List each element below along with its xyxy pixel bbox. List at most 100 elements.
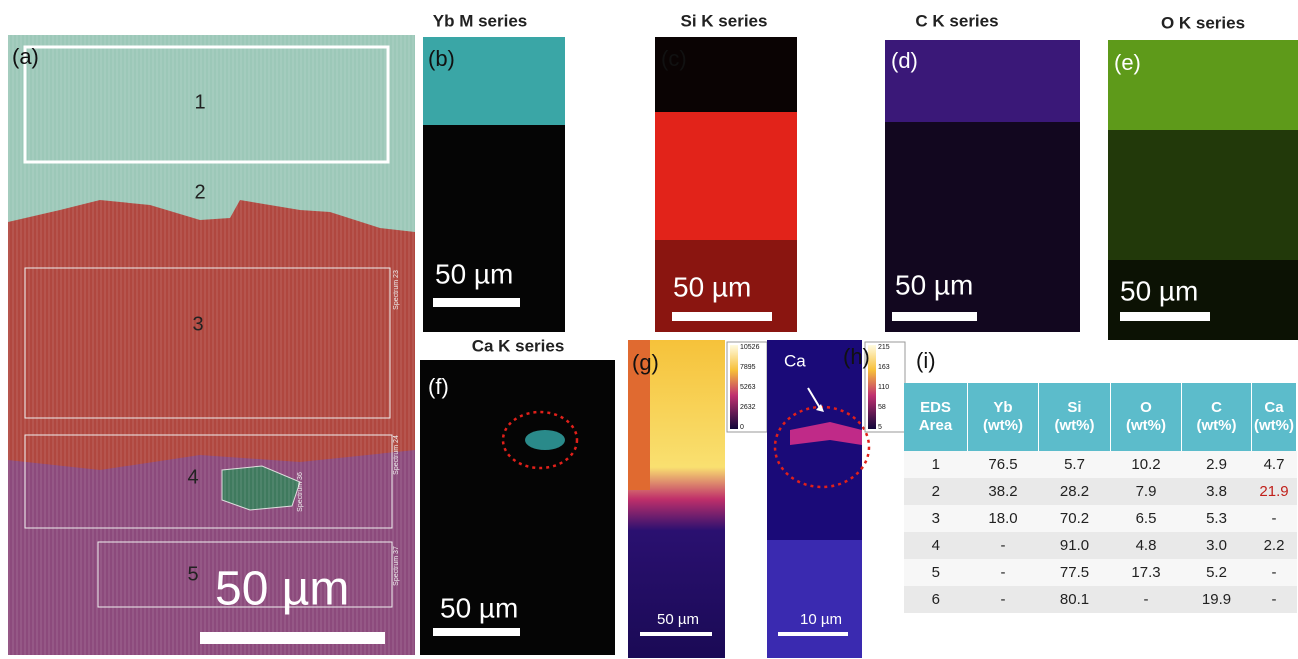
scale-text: 50 µm [215, 563, 349, 616]
table-cell: 6.5 [1111, 505, 1182, 532]
table-cell: 3.0 [1182, 532, 1252, 559]
scale-bar [433, 628, 520, 636]
table-cell: 19.9 [1182, 586, 1252, 613]
map-h-region [767, 540, 862, 658]
panel-label: (d) [891, 48, 918, 73]
header-cell: O (wt%) [1111, 383, 1182, 451]
scale-bar [892, 312, 977, 321]
table-cell: - [1252, 559, 1297, 586]
colorbar-tick: 2632 [740, 404, 756, 411]
panel-label: (e) [1114, 50, 1141, 75]
spectrum-label: Spectrum 24 [393, 435, 400, 475]
colorbar-tick: 7895 [740, 364, 756, 371]
colorbar [730, 345, 738, 429]
table-cell: 5 [904, 559, 968, 586]
table-cell: 18.0 [968, 505, 1039, 532]
table-cell: 3 [904, 505, 968, 532]
table-cell: 2.9 [1182, 451, 1252, 478]
spectrum-label: Spectrum 23 [393, 270, 400, 310]
table-cell: 2 [904, 478, 968, 505]
annotation: Ca [784, 351, 806, 370]
table-cell: 4 [904, 532, 968, 559]
scale-text: 10 µm [800, 611, 842, 628]
scale-text: 50 µm [657, 611, 699, 628]
panel-label: (h) [843, 344, 870, 369]
table-cell: - [1111, 586, 1182, 613]
region-label: 2 [194, 181, 205, 203]
colorbar-tick: 10526 [740, 344, 760, 351]
colorbar-tick: 5 [878, 424, 882, 431]
table-cell: 5.7 [1039, 451, 1111, 478]
table-cell: 17.3 [1111, 559, 1182, 586]
table-cell: 1 [904, 451, 968, 478]
scale-bar [672, 312, 772, 321]
panel-label: (f) [428, 374, 449, 399]
table-cell: 6 [904, 586, 968, 613]
table-cell: 4.8 [1111, 532, 1182, 559]
table-cell: 38.2 [968, 478, 1039, 505]
table-cell: 7.9 [1111, 478, 1182, 505]
table-cell: 80.1 [1039, 586, 1111, 613]
table-cell: 76.5 [968, 451, 1039, 478]
scale-bar [1120, 312, 1210, 321]
region-label: 3 [192, 313, 203, 335]
table-cell: - [968, 559, 1039, 586]
map-f-signal [525, 430, 565, 450]
region-label: 5 [187, 563, 198, 585]
panel-label: (i) [916, 348, 936, 373]
header-cell: C (wt%) [1182, 383, 1252, 451]
colorbar-tick: 110 [878, 384, 889, 391]
colorbar-tick: 163 [878, 364, 890, 371]
table-cell: - [968, 532, 1039, 559]
panel-title: O K series [1161, 13, 1245, 32]
scale-text: 50 µm [895, 269, 973, 300]
table-cell: 5.2 [1182, 559, 1252, 586]
page: {"panels": { "a": {"label": "(a)", "regi… [0, 0, 1298, 659]
colorbar-tick: 0 [740, 424, 744, 431]
colorbar-tick: 5263 [740, 384, 756, 391]
table-cell: 2.2 [1252, 532, 1297, 559]
scale-bar [778, 632, 848, 636]
scale-bar [640, 632, 712, 636]
colorbar-tick: 215 [878, 344, 890, 351]
panel-title: Ca K series [472, 336, 565, 355]
region-label: 4 [187, 466, 198, 488]
table-cell: - [1252, 505, 1297, 532]
table-cell: 77.5 [1039, 559, 1111, 586]
scale-text: 50 µm [1120, 275, 1198, 306]
panel-a [8, 35, 415, 655]
table-cell: 91.0 [1039, 532, 1111, 559]
spectrum-label: Spectrum 36 [297, 472, 304, 512]
table-cell: 3.8 [1182, 478, 1252, 505]
scale-text: 50 µm [673, 271, 751, 302]
scale-bar [200, 632, 385, 644]
table-cell: - [968, 586, 1039, 613]
table-cell: 10.2 [1111, 451, 1182, 478]
colorbar-tick: 58 [878, 404, 886, 411]
panel-title: Si K series [681, 11, 768, 30]
region-label: 1 [194, 91, 205, 113]
texture [8, 35, 415, 655]
table-cell: 28.2 [1039, 478, 1111, 505]
scale-text: 50 µm [440, 592, 518, 623]
map-e-signal [1108, 130, 1298, 260]
table-cell: 21.9 [1252, 478, 1297, 505]
table-cell: 4.7 [1252, 451, 1297, 478]
map-c-signal [655, 112, 797, 240]
scale-bar [433, 298, 520, 307]
header-cell: Ca (wt%) [1252, 383, 1297, 451]
panel-label: (a) [12, 44, 39, 69]
header-cell: EDS Area [904, 383, 968, 451]
scale-text: 50 µm [435, 258, 513, 289]
spectrum-label: Spectrum 37 [393, 546, 400, 586]
table-cell: 70.2 [1039, 505, 1111, 532]
panel-label: (c) [661, 46, 687, 71]
table-cell: - [1252, 586, 1297, 613]
